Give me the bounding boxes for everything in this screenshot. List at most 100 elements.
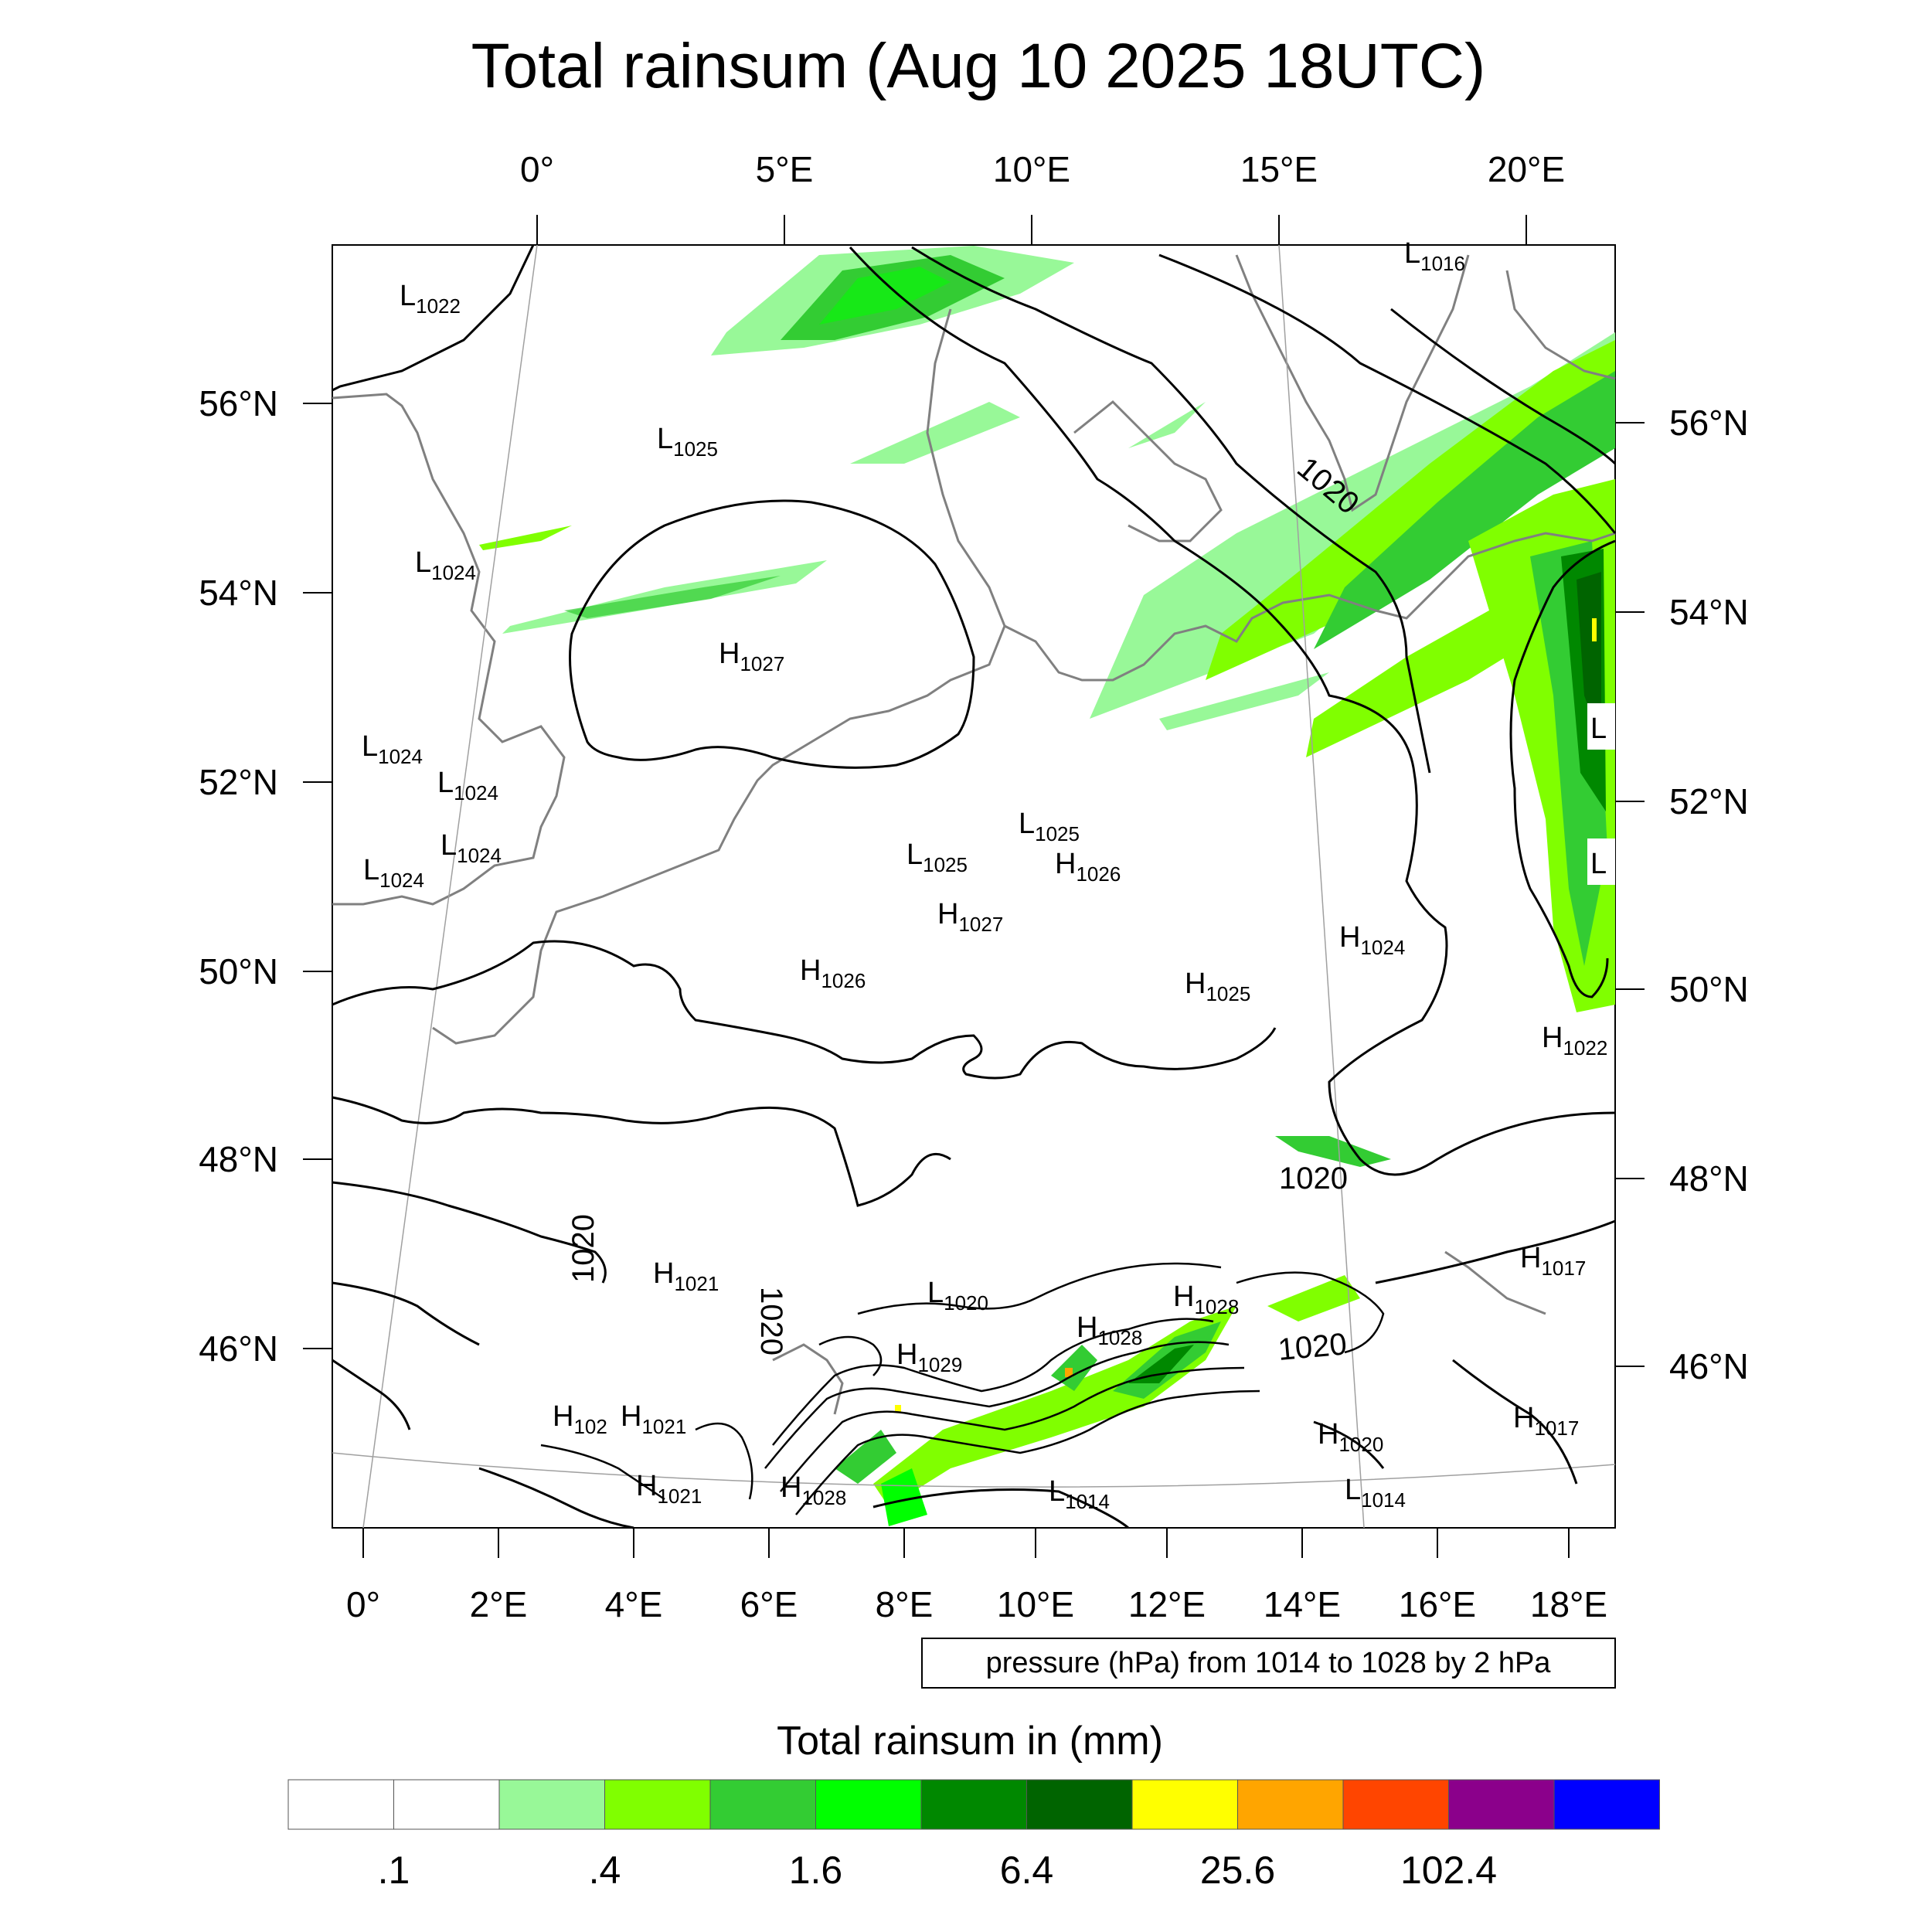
lon-label: 5°E: [756, 149, 814, 189]
colorbar: [287, 1779, 1660, 1830]
isobar: [818, 1335, 883, 1376]
colorbar-swatch: [920, 1779, 1027, 1830]
isobar: [1452, 1359, 1578, 1485]
lat-label: 50°N: [199, 951, 278, 992]
pressure-center-label: L1022: [400, 280, 461, 318]
coastline-denmark: [1073, 400, 1223, 543]
isobar: [795, 1389, 1260, 1515]
colorbar-swatch: [1553, 1779, 1660, 1830]
colorbar-swatch: [815, 1779, 922, 1830]
top-longitude-labels: 0° 5°E 10°E 15°E 20°E: [520, 149, 1565, 189]
pressure-center-label: H1026: [1055, 848, 1121, 886]
colorbar-swatch: [1448, 1779, 1555, 1830]
pressure-center-label: H1017: [1520, 1242, 1586, 1280]
pressure-center-label: H1028: [781, 1471, 846, 1509]
isobar: [857, 1262, 1222, 1315]
isobar: [764, 1341, 1230, 1469]
colorbar-tick-label: .4: [589, 1849, 621, 1892]
lat-label: 52°N: [1669, 781, 1749, 821]
rain-area: [1267, 1275, 1360, 1321]
lon-label: 2°E: [470, 1584, 528, 1624]
colorbar-swatch: [1026, 1779, 1133, 1830]
pressure-center-label: H1027: [937, 898, 1003, 936]
lon-label: 12°E: [1128, 1584, 1206, 1624]
colorbar-tick-label: .1: [378, 1849, 410, 1892]
pressure-center-label: L1024: [440, 829, 502, 867]
parallel-line: [332, 1452, 1616, 1488]
tick-marks: [303, 215, 1645, 1558]
pressure-center-label: L1024: [437, 767, 498, 804]
coastline-gulf: [1505, 270, 1616, 380]
isobar: [695, 1422, 753, 1500]
pressure-center-label: H102: [553, 1400, 607, 1438]
pressure-center-label: H1022: [1542, 1022, 1607, 1060]
lon-label: 6°E: [740, 1584, 798, 1624]
rain-area: [1577, 572, 1601, 742]
pressure-center-label: L1024: [363, 854, 424, 892]
pressure-center-label: H1021: [636, 1470, 702, 1508]
pressure-center-label: L1016: [1404, 237, 1465, 275]
rain-area: [1065, 1368, 1073, 1377]
pressure-center-label: L1025: [906, 838, 968, 876]
isobar: [1236, 1271, 1385, 1354]
lat-label: 54°N: [199, 573, 278, 613]
lat-label: 52°N: [199, 762, 278, 802]
isobar-value-label: 1020: [1277, 1327, 1348, 1367]
rain-area: [835, 1430, 896, 1484]
lon-label: 20°E: [1488, 149, 1565, 189]
rain-area: [819, 267, 951, 325]
label-background: [1587, 838, 1615, 885]
pressure-center-label: L: [1590, 713, 1607, 745]
lat-label: 54°N: [1669, 592, 1749, 632]
colorbar-tick-label: 25.6: [1200, 1849, 1275, 1892]
rain-area: [1314, 371, 1615, 649]
isobar: [540, 1444, 665, 1501]
isobar: [1375, 1219, 1616, 1284]
lat-label: 46°N: [199, 1328, 278, 1369]
colorbar-swatch: [498, 1779, 605, 1830]
pressure-center-label: L1014: [1345, 1474, 1406, 1512]
pressure-center-label: L1014: [1049, 1475, 1110, 1513]
isobar: [332, 940, 1277, 1080]
pressure-center-label: L: [1590, 848, 1607, 880]
rain-area: [850, 402, 1020, 464]
graticule: [332, 244, 1616, 1529]
colorbar-swatch: [604, 1779, 711, 1830]
isobar: [772, 1318, 1214, 1446]
bottom-longitude-labels: 0° 2°E 4°E 6°E 8°E 10°E 12°E 14°E 16°E 1…: [346, 1584, 1607, 1624]
isobar-high-1027: [569, 499, 975, 769]
pressure-center-label: L1025: [657, 423, 718, 461]
colorbar-swatch: [393, 1779, 500, 1830]
rain-area: [881, 1468, 927, 1526]
lat-label: 48°N: [199, 1139, 278, 1179]
rain-field: [479, 246, 1615, 1526]
lat-label: 56°N: [1669, 403, 1749, 443]
isobar: [332, 1181, 607, 1284]
label-background: [1587, 703, 1615, 750]
isobar: [1390, 308, 1617, 465]
pressure-center-label: H1026: [800, 954, 866, 992]
pressure-center-label: L1025: [1019, 808, 1080, 845]
alpine-isobars: [540, 1262, 1385, 1515]
coastline-gb: [332, 393, 566, 906]
lon-label: 10°E: [997, 1584, 1074, 1624]
pressure-center-label: H1020: [1318, 1418, 1383, 1456]
lat-label: 46°N: [1669, 1346, 1749, 1386]
isobar-value-label: 1020: [754, 1287, 788, 1355]
pressure-center-label: H1021: [653, 1257, 719, 1295]
pressure-center-label: H1017: [1513, 1402, 1579, 1440]
lat-label: 48°N: [1669, 1158, 1749, 1199]
lon-label: 10°E: [993, 149, 1070, 189]
lon-label: 4°E: [605, 1584, 663, 1624]
pressure-center-label: H1025: [1185, 968, 1250, 1005]
lon-label: 0°: [346, 1584, 380, 1624]
isobar-value-label: 1020: [1279, 1162, 1348, 1196]
lat-label: 56°N: [199, 383, 278, 423]
pressure-center-label: H1021: [621, 1400, 686, 1438]
colorbar-tick-label: 102.4: [1400, 1849, 1497, 1892]
rain-area: [1051, 1345, 1097, 1391]
isobar: [1509, 539, 1616, 998]
contour-info-box: pressure (hPa) from 1014 to 1028 by 2 hP…: [921, 1638, 1616, 1689]
lon-label: 18°E: [1530, 1584, 1607, 1624]
